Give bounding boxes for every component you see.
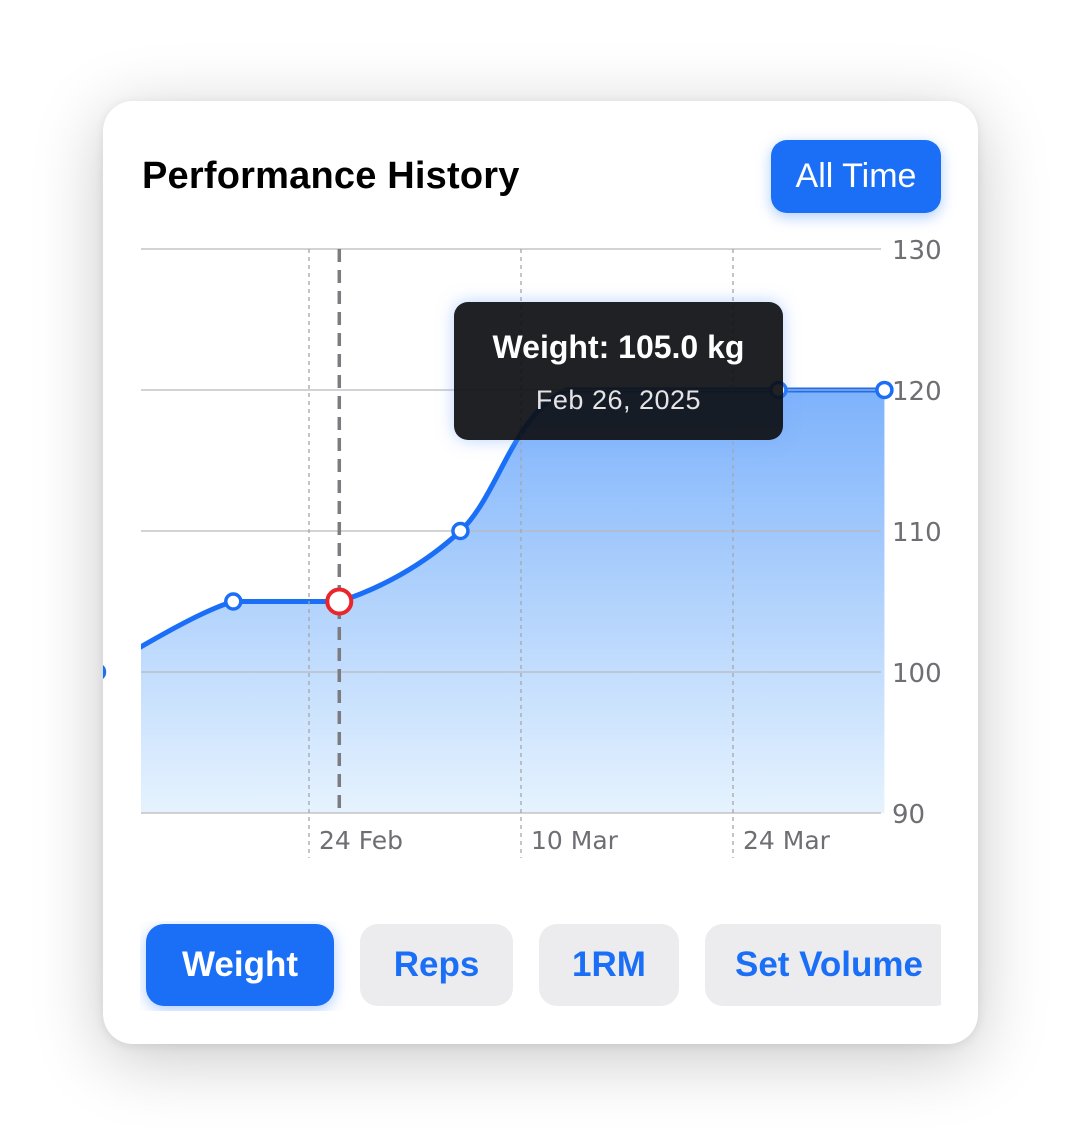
chart-markers (103, 380, 894, 680)
y-tick-label: 130 (892, 236, 942, 266)
x-tick-label: 24 Feb (319, 826, 403, 855)
data-point (103, 664, 107, 680)
metric-tab-weight[interactable]: Weight (146, 924, 334, 1006)
metric-tab-set-volume[interactable]: Set Volume (705, 924, 941, 1006)
data-point (224, 592, 243, 611)
data-point (875, 380, 894, 400)
chart-tooltip: Weight: 105.0 kg Feb 26, 2025 (454, 302, 783, 440)
data-point (451, 521, 470, 541)
chart-area-fill (141, 389, 885, 813)
y-tick-label: 90 (892, 800, 925, 830)
selected-data-point (325, 587, 354, 616)
tooltip-value: Weight: 105.0 kg (492, 329, 745, 365)
x-tick-label: 10 Mar (531, 826, 619, 855)
y-tick-label: 100 (892, 659, 942, 689)
chart-plot-area (141, 387, 887, 813)
chart-axes: 90 100 110 120 130 24 Feb 10 Mar 24 Mar (308, 236, 942, 858)
metric-selector: Weight Reps 1RM Set Volume (140, 921, 941, 1011)
tooltip-date: Feb 26, 2025 (535, 385, 702, 415)
metric-tab-reps[interactable]: Reps (360, 924, 513, 1006)
performance-chart[interactable]: 90 100 110 120 130 24 Feb 10 Mar 24 Mar (103, 101, 978, 891)
x-tick-label: 24 Mar (743, 826, 831, 855)
y-tick-label: 120 (892, 377, 942, 407)
y-tick-label: 110 (892, 518, 942, 548)
card-title: Performance History (142, 155, 520, 197)
metric-tab-1rm[interactable]: 1RM (539, 924, 679, 1006)
time-range-button[interactable]: All Time (771, 140, 941, 213)
performance-history-card: Performance History All Time 90 100 110 120… (103, 101, 978, 1044)
